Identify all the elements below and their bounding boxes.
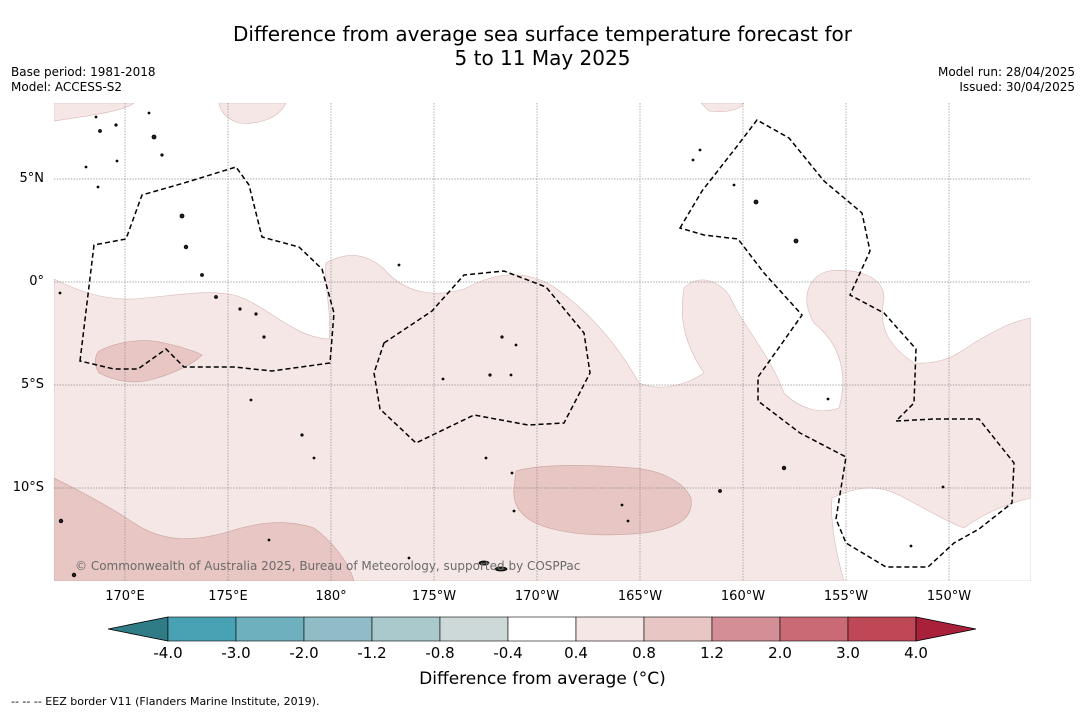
colorbar-segment-10 — [779, 616, 849, 642]
islands — [58, 111, 945, 578]
colorbar-extend-low — [107, 616, 169, 642]
lon-label-175e: 175°E — [208, 589, 248, 604]
colorbar-extend-high — [915, 616, 977, 642]
colorbar-tick-12: 4.0 — [904, 644, 928, 662]
lat-label-10s: 10°S — [12, 480, 44, 495]
lat-label-5s: 5°S — [20, 377, 44, 392]
lon-label-155w: 155°W — [823, 589, 869, 604]
map-canvas — [54, 103, 1031, 581]
colorbar-segment-8 — [643, 616, 713, 642]
colorbar-segment-2 — [235, 616, 305, 642]
anomaly-region-dark-southwest — [54, 477, 355, 581]
copyright-notice: © Commonwealth of Australia 2025, Bureau… — [75, 559, 581, 573]
lon-label-180: 180° — [315, 589, 347, 604]
base-period-text: Base period: 1981-2018 — [11, 65, 156, 79]
colorbar-segment-3 — [303, 616, 373, 642]
colorbar-segment-6 — [507, 616, 577, 642]
colorbar-tick-7: 0.4 — [564, 644, 588, 662]
model-run-text: Model run: 28/04/2025 — [937, 65, 1075, 79]
colorbar-segment-9 — [711, 616, 781, 642]
meta-right: Model run: 28/04/2025 Issued: 30/04/2025 — [938, 65, 1075, 95]
map-title-line1: Difference from average sea surface temp… — [232, 22, 852, 46]
colorbar-tick-8: 0.8 — [632, 644, 656, 662]
lon-label-165w: 165°W — [617, 589, 663, 604]
colorbar-tick-10: 2.0 — [768, 644, 792, 662]
lat-label-0: 0° — [29, 274, 44, 289]
meta-left: Base period: 1981-2018 Model: ACCESS-S2 — [11, 65, 156, 95]
lon-label-160w: 160°W — [720, 589, 766, 604]
colorbar-tick-3: -2.0 — [289, 644, 319, 662]
anomaly-region-light-main — [54, 255, 1031, 581]
lon-label-170e: 170°E — [105, 589, 145, 604]
lat-label-5n: 5°N — [19, 171, 45, 186]
lon-label-150w: 150°W — [926, 589, 972, 604]
colorbar-segment-11 — [847, 616, 917, 642]
anomaly-region-light-north-2 — [218, 103, 287, 124]
map-title-line2: 5 to 11 May 2025 — [454, 46, 631, 70]
map-title: Difference from average sea surface temp… — [0, 22, 1085, 70]
colorbar-tick-1: -4.0 — [153, 644, 183, 662]
anomaly-region-light-north — [54, 103, 135, 122]
lon-label-175w: 175°W — [411, 589, 457, 604]
colorbar-tick-11: 3.0 — [836, 644, 860, 662]
colorbar-tick-9: 1.2 — [700, 644, 724, 662]
colorbar-canvas — [107, 616, 977, 642]
colorbar — [107, 616, 978, 642]
lon-label-170w: 170°W — [514, 589, 560, 604]
colorbar-tick-5: -0.8 — [425, 644, 455, 662]
colorbar-segment-4 — [371, 616, 441, 642]
colorbar-segment-1 — [167, 616, 237, 642]
colorbar-tick-4: -1.2 — [357, 644, 387, 662]
anomaly-region-dark-central — [513, 465, 692, 536]
anomaly-region-light-north-3 — [700, 103, 745, 113]
anomaly-hole-southeast — [831, 487, 1031, 581]
colorbar-tick-6: -0.4 — [493, 644, 523, 662]
eez-footnote: -- -- -- EEZ border V11 (Flanders Marine… — [11, 695, 320, 708]
colorbar-segment-7 — [575, 616, 645, 642]
eez-borders — [79, 119, 1015, 568]
colorbar-tick-2: -3.0 — [221, 644, 251, 662]
sst-anomaly-map[interactable] — [54, 103, 1031, 581]
issued-text: Issued: 30/04/2025 — [959, 80, 1075, 94]
model-text: Model: ACCESS-S2 — [11, 80, 123, 94]
colorbar-segment-5 — [439, 616, 509, 642]
colorbar-label: Difference from average (°C) — [419, 669, 666, 689]
